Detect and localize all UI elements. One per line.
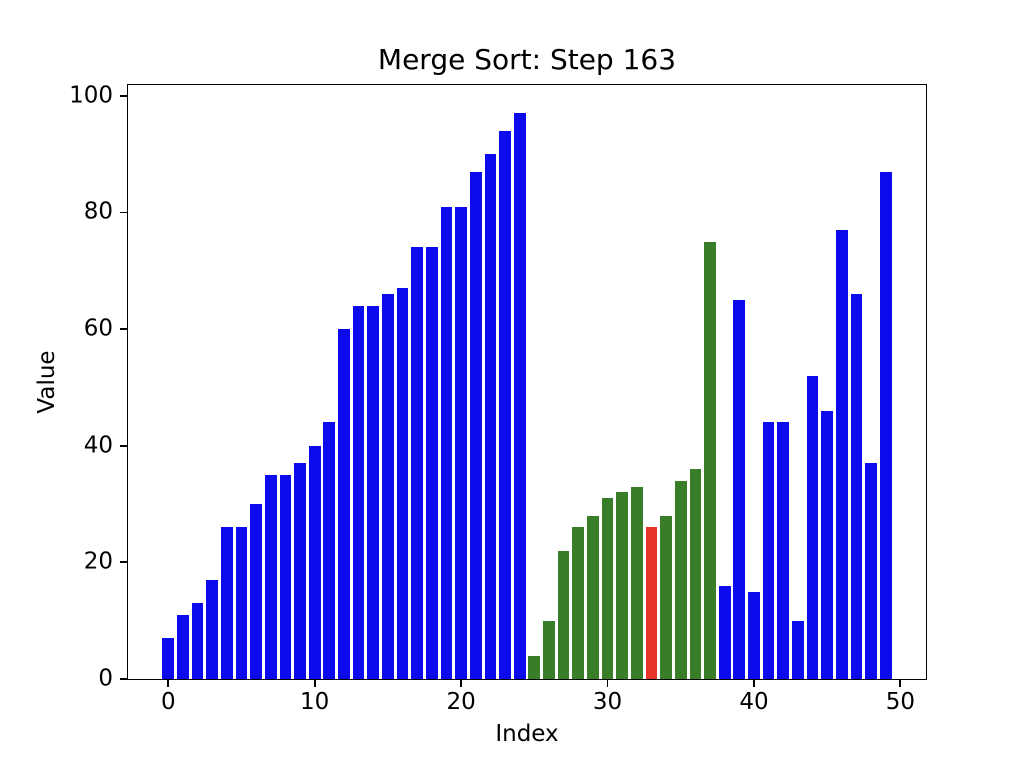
x-tick-40 [753, 679, 755, 687]
bar-27 [557, 550, 570, 679]
bar-40 [748, 591, 760, 679]
bar-20 [455, 206, 467, 679]
x-tick-label-10: 10 [300, 689, 330, 715]
bar-48 [865, 463, 877, 679]
bar-28 [572, 527, 585, 679]
plot-area: 0 10 20 30 40 50 0 20 40 60 80 100 [69, 83, 927, 715]
bar-49 [879, 171, 892, 679]
bar-39 [733, 299, 746, 679]
bar-0 [162, 638, 175, 679]
y-tick-20 [120, 561, 128, 564]
bar-35 [674, 480, 687, 679]
bar-45 [821, 410, 833, 679]
x-tick-50 [899, 679, 902, 687]
y-tick-40 [120, 444, 128, 447]
y-tick-label-40: 40 [83, 432, 113, 459]
y-tick-100 [120, 94, 128, 97]
bar-11 [323, 422, 336, 679]
bar-19 [440, 206, 453, 679]
y-tick-0 [120, 678, 128, 680]
bar-13 [352, 305, 365, 679]
bar-6 [250, 504, 262, 679]
bar-30 [601, 498, 614, 679]
bar-7 [264, 474, 277, 679]
bar-16 [396, 288, 409, 679]
y-tick-label-100: 100 [69, 82, 113, 109]
bar-29 [587, 515, 599, 679]
bar-24 [513, 113, 526, 679]
bar-34 [660, 515, 672, 679]
x-tick-label-20: 20 [446, 689, 476, 715]
bar-18 [425, 247, 438, 679]
bar-22 [484, 154, 497, 679]
bar-41 [762, 422, 775, 679]
y-tick-label-60: 60 [83, 315, 113, 342]
bar-44 [806, 375, 819, 679]
bar-1 [177, 614, 189, 679]
x-axis-label: Index [495, 721, 559, 747]
bar-37 [704, 241, 716, 679]
x-tick-10 [313, 679, 316, 687]
bar-8 [279, 474, 292, 679]
bar-31 [616, 492, 629, 679]
x-tick-30 [606, 679, 609, 687]
x-tick-label-0: 0 [160, 689, 176, 715]
bar-43 [792, 620, 804, 679]
y-tick-label-0: 0 [98, 665, 113, 692]
x-tick-label-50: 50 [885, 689, 916, 715]
bar-32 [630, 486, 643, 679]
bar-15 [382, 294, 394, 679]
bar-10 [308, 445, 321, 679]
bar-33 [645, 527, 658, 679]
chart-title: Merge Sort: Step 163 [377, 43, 677, 76]
bar-21 [469, 171, 482, 679]
bar-17 [411, 247, 424, 679]
bar-26 [543, 620, 555, 679]
y-tick-label-80: 80 [83, 198, 113, 225]
x-tick-label-30: 30 [592, 689, 623, 715]
bar-42 [777, 422, 790, 679]
x-tick-0 [167, 679, 170, 687]
bar-38 [718, 585, 731, 679]
bar-4 [220, 527, 233, 679]
bar-36 [689, 469, 702, 679]
bar-25 [528, 655, 541, 679]
bar-23 [499, 130, 511, 679]
x-tick-20 [460, 679, 462, 687]
x-tick-label-40: 40 [739, 689, 769, 715]
y-tick-label-20: 20 [83, 548, 113, 575]
bar-2 [191, 603, 204, 679]
y-tick-60 [120, 328, 128, 330]
y-axis-label: Value [34, 350, 60, 414]
bar-46 [835, 229, 848, 679]
bar-14 [367, 305, 380, 679]
y-tick-80 [120, 211, 128, 214]
bar-9 [294, 463, 306, 679]
bar-5 [235, 527, 248, 679]
bar-3 [206, 579, 219, 679]
bar-47 [850, 294, 863, 679]
bar-12 [338, 329, 350, 679]
